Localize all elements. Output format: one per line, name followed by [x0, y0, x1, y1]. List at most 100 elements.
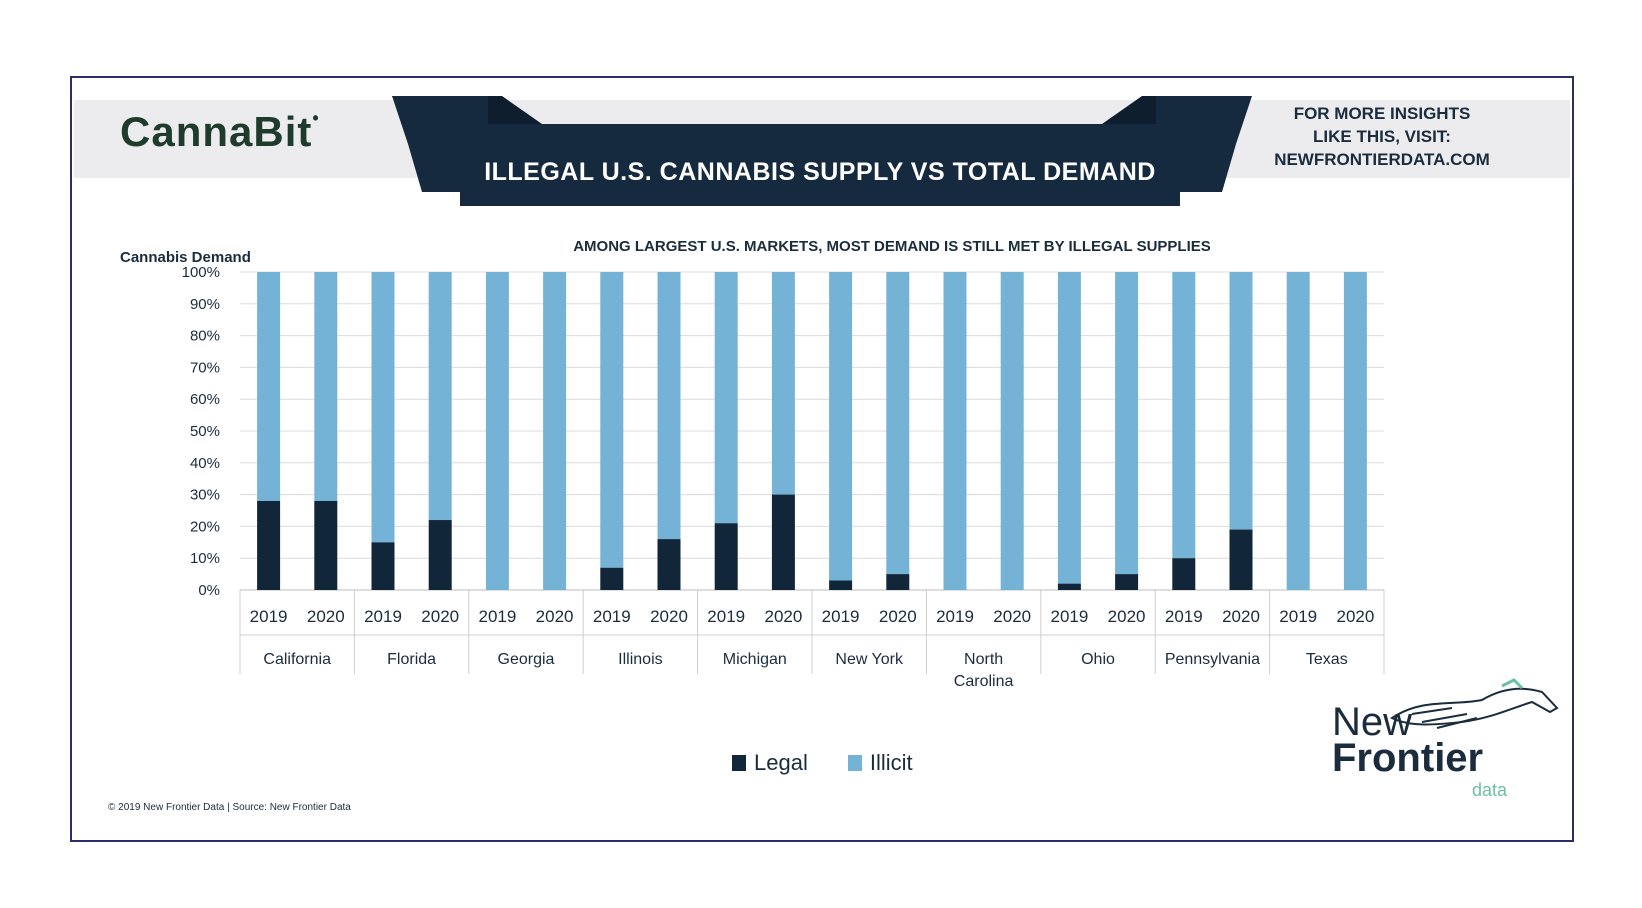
y-tick-label: 10%: [190, 550, 220, 567]
x-year-label: 2020: [1222, 607, 1260, 626]
x-group-label: Illinois: [618, 651, 662, 668]
x-year-label: 2020: [536, 607, 574, 626]
infographic-frame: CannaBit• ILLEGAL U.S. CANNABIS SUPPLY V…: [70, 76, 1574, 842]
bar-legal: [1229, 529, 1253, 590]
y-tick-label: 50%: [190, 423, 220, 440]
bar-illicit: [600, 272, 624, 568]
x-year-label: 2020: [421, 607, 459, 626]
x-year-label: 2020: [1336, 607, 1374, 626]
ribbon-body: ILLEGAL U.S. CANNABIS SUPPLY VS TOTAL DE…: [460, 124, 1180, 206]
bar-legal: [714, 523, 738, 590]
legend-label-legal: Legal: [754, 750, 808, 775]
title-ribbon: ILLEGAL U.S. CANNABIS SUPPLY VS TOTAL DE…: [392, 92, 1252, 212]
x-year-label: 2019: [478, 607, 516, 626]
x-year-label: 2020: [1108, 607, 1146, 626]
y-tick-label: 60%: [190, 391, 220, 408]
x-year-label: 2020: [307, 607, 345, 626]
logo-text-frontier: Frontier: [1332, 736, 1484, 780]
x-year-label: 2019: [822, 607, 860, 626]
y-tick-label: 0%: [198, 582, 220, 599]
bar-legal: [314, 500, 338, 590]
bar-legal: [1172, 558, 1196, 590]
x-year-label: 2019: [707, 607, 745, 626]
x-group-label: New York: [835, 651, 904, 668]
y-tick-label: 70%: [190, 359, 220, 376]
x-year-label: 2019: [936, 607, 974, 626]
logo-text-data: data: [1472, 780, 1508, 800]
bar-illicit: [657, 272, 681, 540]
bar-illicit: [886, 272, 910, 575]
bar-legal: [600, 567, 624, 590]
bar-illicit: [771, 272, 795, 495]
bar-illicit: [1286, 272, 1310, 590]
x-group-label: Ohio: [1081, 651, 1115, 668]
bar-legal: [657, 539, 681, 590]
horse-icon: [1390, 678, 1559, 729]
bar-illicit: [714, 272, 738, 524]
legend-swatch-illicit: [847, 755, 862, 771]
visit-url[interactable]: NEWFRONTIERDATA.COM: [1274, 150, 1490, 169]
legend: Legal Illicit: [732, 750, 913, 776]
bar-illicit: [1115, 272, 1139, 575]
footer-source: © 2019 New Frontier Data | Source: New F…: [108, 802, 351, 813]
bar-legal: [1057, 583, 1081, 590]
legend-item-illicit: Illicit: [847, 750, 913, 776]
bar-illicit: [485, 272, 509, 590]
bar-illicit: [371, 272, 395, 543]
bar-legal: [1115, 574, 1139, 590]
bar-illicit: [1000, 272, 1024, 590]
bar-illicit: [543, 272, 567, 590]
x-group-label: Georgia: [498, 651, 555, 668]
x-year-label: 2020: [993, 607, 1031, 626]
x-year-label: 2019: [1165, 607, 1203, 626]
x-group-label: Michigan: [723, 651, 787, 668]
x-year-label: 2019: [364, 607, 402, 626]
y-tick-label: 100%: [182, 264, 220, 281]
y-tick-label: 90%: [190, 296, 220, 313]
cannabit-logo: CannaBit•: [120, 108, 320, 155]
y-tick-label: 80%: [190, 328, 220, 345]
bar-legal: [371, 542, 395, 590]
bar-illicit: [1172, 272, 1196, 559]
x-year-label: 2020: [650, 607, 688, 626]
bar-illicit: [314, 272, 338, 501]
y-tick-label: 30%: [190, 487, 220, 504]
x-group-label: Florida: [387, 651, 436, 668]
x-year-label: 2019: [1050, 607, 1088, 626]
new-frontier-logo: New Frontier data: [1322, 678, 1559, 802]
chart-subtitle: AMONG LARGEST U.S. MARKETS, MOST DEMAND …: [573, 238, 1211, 255]
bar-illicit: [1057, 272, 1081, 584]
y-tick-label: 20%: [190, 518, 220, 535]
bar-legal: [771, 494, 795, 590]
bar-illicit: [1343, 272, 1367, 590]
visit-text: FOR MORE INSIGHTS LIKE THIS, VISIT: NEWF…: [1252, 102, 1512, 171]
visit-line-1: FOR MORE INSIGHTS: [1293, 104, 1471, 123]
stacked-bar-chart: 0% 10% 20% 30% 40% 50% 60% 70% 80% 90% 100% 2019 202…: [182, 264, 1385, 690]
bar-legal: [886, 574, 910, 590]
x-group-label: Pennsylvania: [1165, 651, 1260, 668]
x-year-label: 2019: [593, 607, 631, 626]
bar-legal: [829, 580, 853, 590]
bar-illicit: [257, 272, 281, 501]
logo-text-new: New: [1332, 700, 1413, 744]
chart-title: ILLEGAL U.S. CANNABIS SUPPLY VS TOTAL DE…: [484, 158, 1156, 186]
x-group-label: North: [964, 651, 1003, 668]
x-year-label: 2020: [764, 607, 802, 626]
x-group-label: California: [263, 651, 331, 668]
x-year-label: 2020: [879, 607, 917, 626]
y-tick-label: 40%: [190, 455, 220, 472]
legend-swatch-legal: [732, 755, 746, 771]
y-axis-label: Cannabis Demand: [120, 249, 251, 266]
visit-line-2: LIKE THIS, VISIT:: [1313, 127, 1451, 146]
x-year-label: 2019: [250, 607, 288, 626]
bar-illicit: [829, 272, 853, 581]
bar-illicit: [943, 272, 967, 590]
legend-label-illicit: Illicit: [869, 750, 913, 775]
bar-legal: [428, 520, 452, 590]
x-group-label: Carolina: [954, 673, 1014, 690]
x-group-label: Texas: [1306, 651, 1348, 668]
bar-legal: [257, 500, 281, 590]
bar-illicit: [428, 272, 452, 521]
bar-illicit: [1229, 272, 1253, 530]
x-year-label: 2019: [1279, 607, 1317, 626]
